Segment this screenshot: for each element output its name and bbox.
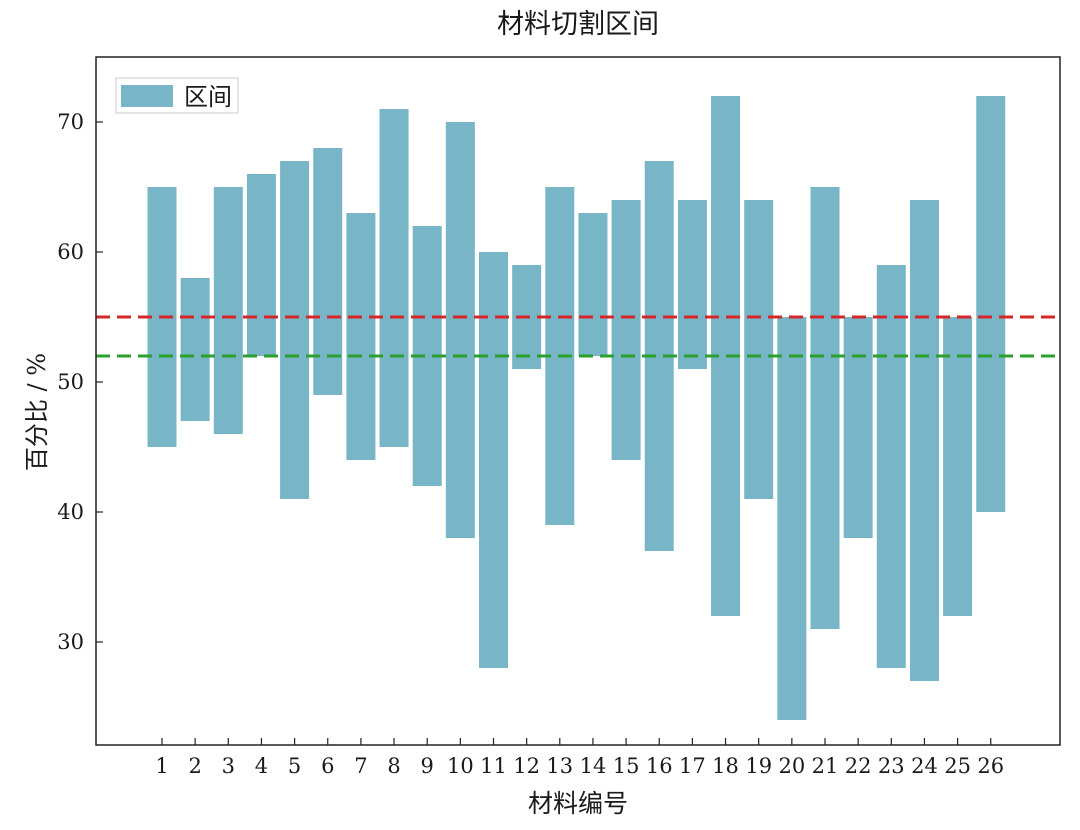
bar-4 (246, 174, 276, 356)
legend: 区间 (115, 77, 239, 114)
bar-17 (677, 200, 707, 369)
x-tick-label: 1 (155, 754, 168, 778)
x-tick-label: 22 (845, 754, 872, 778)
x-tick-label: 3 (222, 754, 235, 778)
bar-21 (810, 187, 840, 629)
x-tick-label: 26 (977, 754, 1004, 778)
x-tick-label: 21 (812, 754, 839, 778)
legend-label: 区间 (184, 83, 232, 111)
bar-10 (445, 122, 475, 538)
x-tick-label: 15 (613, 754, 640, 778)
x-axis-label: 材料编号 (528, 789, 628, 818)
reference-lines-layer (96, 315, 1060, 358)
x-tick-label: 19 (745, 754, 772, 778)
bars-layer (147, 96, 1006, 720)
x-tick-label: 11 (480, 754, 507, 778)
x-tick-label: 13 (546, 754, 573, 778)
y-tick-label: 40 (57, 500, 84, 524)
bar-11 (479, 252, 508, 668)
x-tick-label: 7 (354, 754, 367, 778)
x-tick-label: 8 (387, 754, 400, 778)
bar-22 (843, 317, 873, 538)
bar-8 (379, 109, 409, 447)
y-tick-label: 60 (57, 240, 84, 264)
bar-23 (876, 265, 906, 668)
bar-19 (744, 200, 774, 499)
bar-6 (313, 148, 343, 395)
legend-swatch (121, 85, 173, 107)
bar-5 (280, 161, 310, 499)
bar-15 (611, 200, 641, 460)
bar-20 (777, 317, 807, 720)
x-tick-label: 2 (188, 754, 201, 778)
y-axis: 30 40 50 60 70 (57, 110, 103, 654)
x-tick-label: 12 (513, 754, 540, 778)
x-tick-label: 25 (944, 754, 971, 778)
x-tick-label: 24 (911, 754, 938, 778)
bar-7 (346, 213, 376, 460)
x-tick-label: 14 (580, 754, 607, 778)
x-axis: 1 2 3 4 5 6 7 8 9 10 11 12 13 14 15 16 17 18 19 20 21 22 23 24 2… (155, 738, 1004, 778)
x-tick-label: 20 (778, 754, 805, 778)
x-tick-label: 23 (878, 754, 905, 778)
x-tick-label: 5 (288, 754, 301, 778)
bar-24 (909, 200, 939, 681)
y-tick-label: 30 (57, 630, 84, 654)
bar-3 (213, 187, 243, 434)
bar-2 (180, 278, 210, 421)
bar-25 (943, 317, 973, 616)
bar-26 (976, 96, 1006, 512)
x-tick-label: 4 (255, 754, 268, 778)
bar-14 (578, 213, 608, 356)
y-tick-label: 50 (57, 370, 84, 394)
chart-title: 材料切割区间 (497, 9, 659, 40)
plot-frame (95, 56, 1061, 746)
x-tick-label: 18 (712, 754, 739, 778)
x-tick-label: 16 (646, 754, 673, 778)
x-tick-label: 17 (679, 754, 706, 778)
x-tick-label: 9 (421, 754, 434, 778)
x-tick-label: 10 (447, 754, 474, 778)
x-tick-label: 6 (321, 754, 334, 778)
y-axis-label: 百分比 / % (23, 353, 51, 471)
y-tick-label: 70 (57, 110, 84, 134)
